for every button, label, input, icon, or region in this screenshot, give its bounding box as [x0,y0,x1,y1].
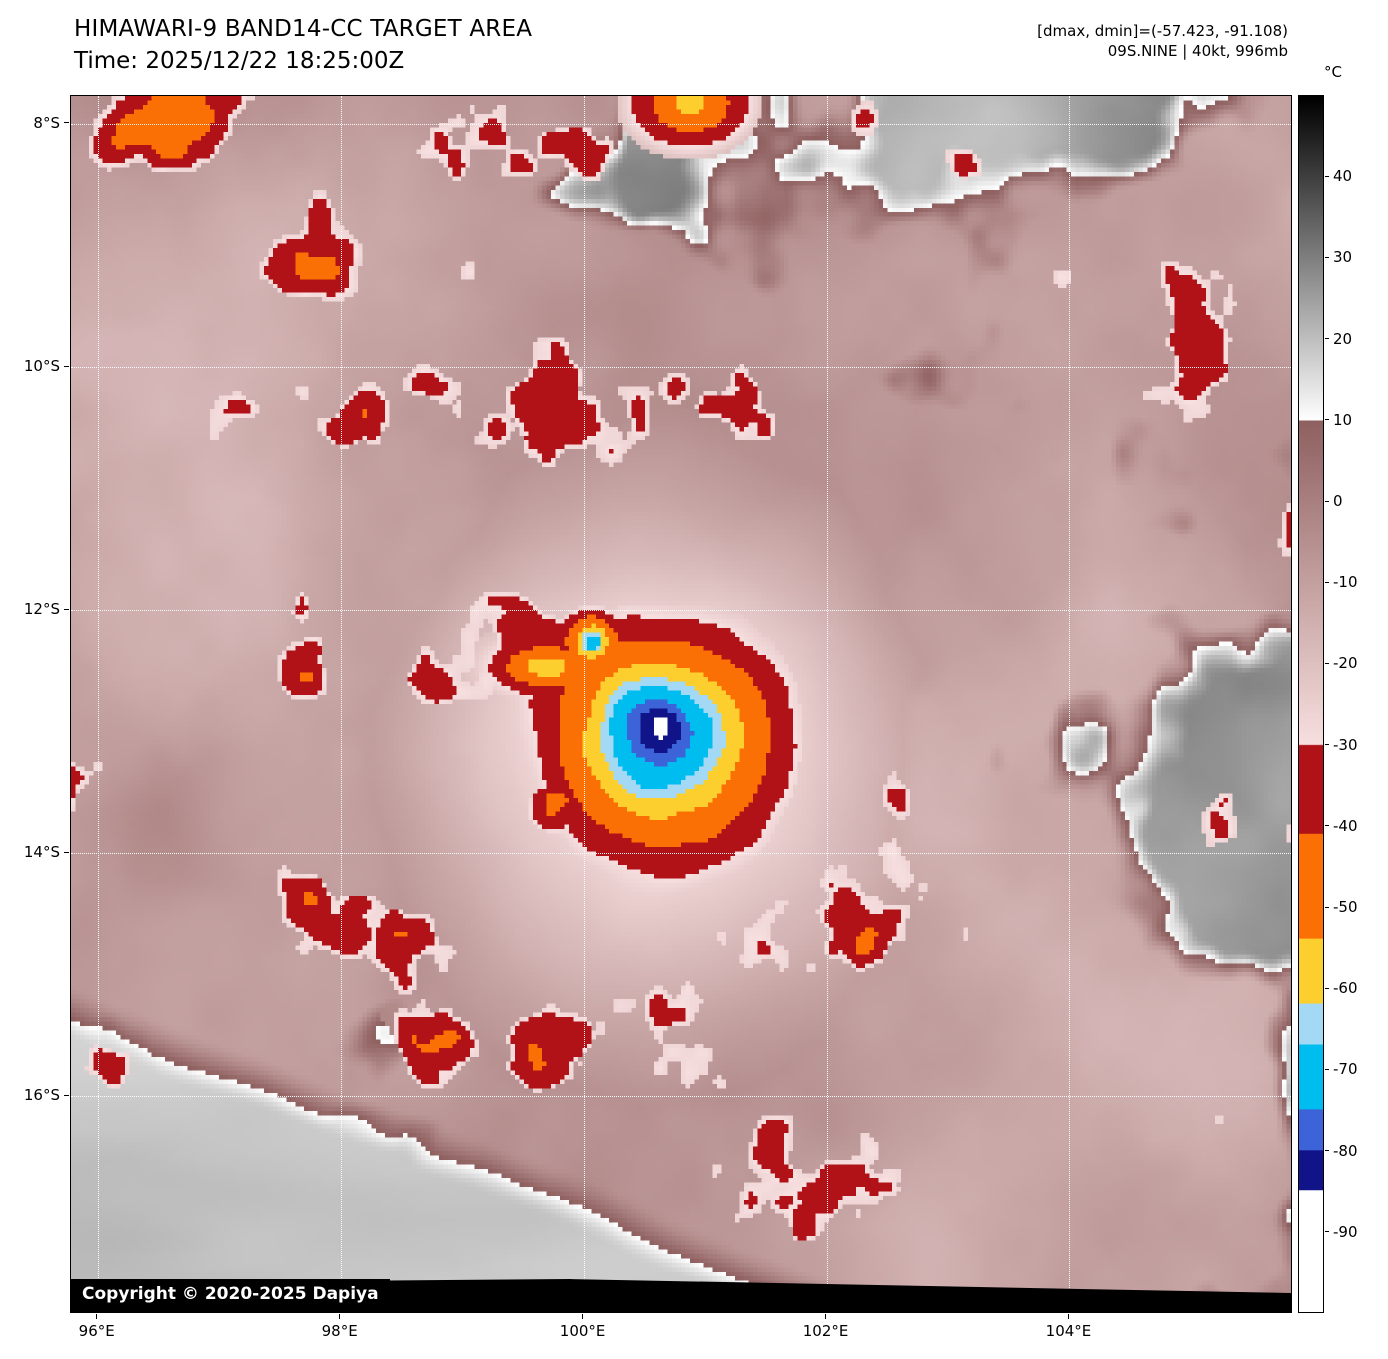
x-tick-label: 104°E [1045,1322,1092,1340]
gridline-horizontal [71,367,1291,369]
colorbar-tickmark [1325,1068,1329,1070]
colorbar-tickmark [1325,338,1329,340]
colorbar-canvas [1299,96,1323,1312]
y-tick-label: 10°S [23,357,60,376]
y-tickmark [64,365,69,367]
colorbar-tick-label: 10 [1333,410,1353,429]
colorbar-tickmark [1325,906,1329,908]
colorbar-tickmark [1325,1150,1329,1152]
colorbar-tick-label: -80 [1333,1141,1358,1160]
y-tick-label: 16°S [23,1086,60,1105]
copyright-badge: Copyright © 2020-2025 Dapiya [71,1279,390,1312]
satellite-map: Copyright © 2020-2025 Dapiya [70,95,1292,1313]
x-tick-label: 100°E [559,1322,606,1340]
dmax-dmin-stats: [dmax, dmin]=(-57.423, -91.108) [1037,22,1288,40]
x-tick-label: 96°E [78,1322,115,1340]
colorbar-tickmark [1325,256,1329,258]
colorbar-tickmark [1325,175,1329,177]
y-tickmark [64,608,69,610]
colorbar-tickmark [1325,662,1329,664]
x-tick-label: 98°E [321,1322,358,1340]
gridline-horizontal [71,610,1291,612]
satellite-image-canvas [71,96,1291,1312]
colorbar-tick-label: 0 [1333,492,1343,510]
storm-info: 09S.NINE | 40kt, 996mb [1107,42,1288,60]
y-tickmark [64,1094,69,1096]
x-tickmark [1067,1314,1069,1319]
colorbar-tick-label: -90 [1333,1222,1358,1241]
colorbar-tickmark [1325,1231,1329,1233]
gridline-horizontal [71,1096,1291,1098]
colorbar-tick-label: 30 [1333,248,1353,267]
x-tickmark [825,1314,827,1319]
y-tickmark [64,122,69,124]
gridline-horizontal [71,853,1291,855]
y-tickmark [64,851,69,853]
colorbar-tickmark [1325,825,1329,827]
colorbar-tick-label: -50 [1333,898,1358,916]
colorbar-tick-label: -70 [1333,1060,1358,1079]
gridline-vertical [1069,96,1071,1312]
x-tickmark [339,1314,341,1319]
colorbar-tickmark [1325,419,1329,421]
x-tickmark [582,1314,584,1319]
y-tick-label: 14°S [23,843,60,862]
colorbar-tickmark [1325,744,1329,746]
colorbar-tick-label: -20 [1333,654,1358,673]
gridline-horizontal [71,123,1291,125]
figure-time: Time: 2025/12/22 18:25:00Z [74,48,405,74]
x-tick-label: 102°E [802,1322,849,1340]
x-tickmark [96,1314,98,1319]
colorbar-tickmark [1325,500,1329,502]
y-tick-label: 8°S [33,113,60,132]
colorbar-tickmark [1325,987,1329,989]
colorbar [1298,95,1324,1313]
colorbar-tickmark [1325,581,1329,583]
gridline-vertical [826,96,828,1312]
no-data-wedge [71,1279,1291,1312]
colorbar-unit-label: °C [1324,63,1342,81]
gridlines-layer [71,96,1291,1312]
colorbar-tick-label: -10 [1333,573,1358,592]
gridline-vertical [340,96,342,1312]
colorbar-tick-label: -30 [1333,735,1358,754]
gridline-vertical [583,96,585,1312]
colorbar-tick-label: 20 [1333,329,1353,348]
y-tick-label: 12°S [23,600,60,619]
colorbar-tick-label: -40 [1333,816,1358,835]
gridline-vertical [97,96,99,1312]
colorbar-tick-label: -60 [1333,979,1358,998]
colorbar-tick-label: 40 [1333,167,1353,186]
figure-title: HIMAWARI-9 BAND14-CC TARGET AREA [74,16,533,42]
